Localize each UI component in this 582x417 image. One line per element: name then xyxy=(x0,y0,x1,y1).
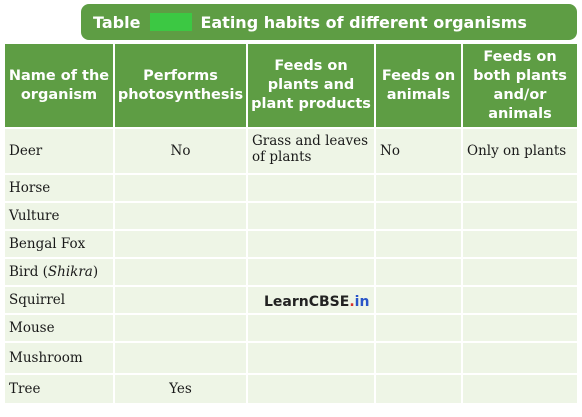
cell-feeds-both xyxy=(462,313,577,342)
cell-feeds-animals: No xyxy=(375,127,463,174)
cell-name: Mouse xyxy=(5,313,115,342)
cell-feeds-animals xyxy=(375,229,463,258)
table-row: Bengal Fox xyxy=(5,229,577,258)
cell-feeds-animals xyxy=(375,313,463,342)
cell-photosynthesis xyxy=(114,229,248,258)
table-row: Tree Yes xyxy=(5,373,577,403)
cell-feeds-animals xyxy=(375,285,463,314)
cell-feeds-both xyxy=(462,201,577,230)
cell-feeds-plants xyxy=(247,173,376,202)
cell-name: Deer xyxy=(5,127,115,174)
table-header-row: Name of the organism Performs photosynth… xyxy=(5,44,577,128)
cell-name: Squirrel xyxy=(5,285,115,314)
cell-feeds-both xyxy=(462,257,577,286)
table-number-badge xyxy=(150,13,193,31)
cell-feeds-both xyxy=(462,341,577,374)
cell-feeds-plants xyxy=(247,313,376,342)
cell-name: Mushroom xyxy=(5,341,115,374)
table-row: Deer No Grass and leaves of plants No On… xyxy=(5,127,577,174)
table-title-label: Table xyxy=(93,12,141,32)
cell-feeds-plants: Grass and leaves of plants xyxy=(247,127,376,174)
cell-photosynthesis: No xyxy=(114,127,248,174)
cell-feeds-plants xyxy=(247,285,376,314)
cell-photosynthesis xyxy=(114,201,248,230)
cell-name: Tree xyxy=(5,373,115,403)
header-feeds-plants: Feeds on plants and plant products xyxy=(247,44,376,128)
cell-photosynthesis: Yes xyxy=(114,373,248,403)
cell-photosynthesis xyxy=(114,341,248,374)
cell-feeds-plants xyxy=(247,257,376,286)
watermark-logo: LearnCBSE.in xyxy=(264,294,370,310)
table-title-text: Eating habits of different organisms xyxy=(200,12,527,32)
cell-feeds-both: Only on plants xyxy=(462,127,577,174)
cell-feeds-animals xyxy=(375,173,463,202)
eating-habits-table: Name of the organism Performs photosynth… xyxy=(5,44,577,403)
header-feeds-both: Feeds on both plants and/or animals xyxy=(462,44,577,128)
cell-feeds-both xyxy=(462,229,577,258)
cell-feeds-both xyxy=(462,285,577,314)
cell-feeds-plants xyxy=(247,229,376,258)
header-name: Name of the organism xyxy=(5,44,115,128)
cell-feeds-animals xyxy=(375,201,463,230)
cell-photosynthesis xyxy=(114,285,248,314)
cell-feeds-animals xyxy=(375,257,463,286)
cell-feeds-plants xyxy=(247,341,376,374)
cell-name: Bird (Shikra) xyxy=(5,257,115,286)
table-row: Horse xyxy=(5,173,577,202)
cell-feeds-plants xyxy=(247,373,376,403)
table-row: Mushroom xyxy=(5,341,577,374)
table-row: Vulture xyxy=(5,201,577,230)
cell-feeds-both xyxy=(462,373,577,403)
cell-name: Bengal Fox xyxy=(5,229,115,258)
header-feeds-animals: Feeds on animals xyxy=(375,44,463,128)
cell-name: Horse xyxy=(5,173,115,202)
cell-feeds-plants xyxy=(247,201,376,230)
cell-photosynthesis xyxy=(114,173,248,202)
cell-photosynthesis xyxy=(114,313,248,342)
header-photosynthesis: Performs photosynthesis xyxy=(114,44,248,128)
table-title-bar: Table Eating habits of different organis… xyxy=(81,4,577,40)
cell-name: Vulture xyxy=(5,201,115,230)
table-row: Bird (Shikra) xyxy=(5,257,577,286)
cell-feeds-animals xyxy=(375,341,463,374)
table-row: Squirrel xyxy=(5,285,577,314)
cell-feeds-animals xyxy=(375,373,463,403)
table-row: Mouse xyxy=(5,313,577,342)
cell-feeds-both xyxy=(462,173,577,202)
cell-photosynthesis xyxy=(114,257,248,286)
